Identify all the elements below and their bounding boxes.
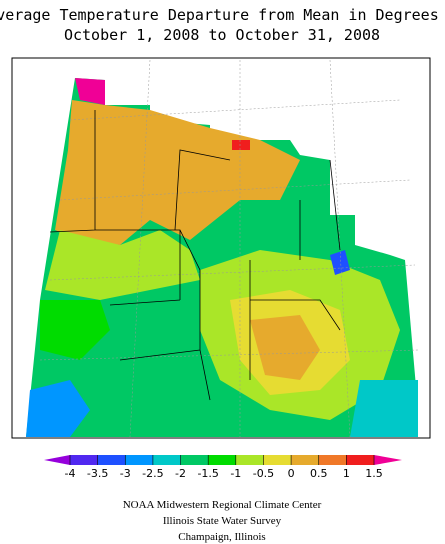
colorbar-label: -2.5	[142, 467, 163, 480]
subtitle: October 1, 2008 to October 31, 2008	[64, 26, 380, 44]
colorbar-swatch	[152, 455, 181, 465]
colorbar-label: -3.5	[87, 467, 108, 480]
colorbar-label: 0	[288, 467, 295, 480]
colorbar-end	[374, 455, 402, 465]
colorbar-swatch	[97, 455, 126, 465]
colorbar-swatch	[291, 455, 319, 465]
footer-line: Champaign, Illinois	[178, 531, 265, 543]
colorbar-label: -1	[230, 467, 241, 480]
map	[26, 59, 419, 438]
colorbar-swatch	[318, 455, 347, 465]
colorbar-label: 1	[343, 467, 350, 480]
colorbar-swatch	[180, 455, 209, 465]
colorbar-swatch	[263, 455, 292, 465]
footer-line: Illinois State Water Survey	[163, 515, 282, 527]
colorbar-label: -4	[65, 467, 76, 480]
title: Average Temperature Departure from Mean …	[0, 6, 445, 24]
colorbar-label: -0.5	[253, 467, 274, 480]
colorbar-swatch	[125, 455, 153, 465]
colorbar-end	[44, 455, 70, 465]
colorbar-label: 1.5	[365, 467, 383, 480]
colorbar-swatch	[70, 455, 98, 465]
colorbar: -4 -3.5 -3 -2.5 -2 -1.5 -1 -0.5 0 0.5 1 1.5	[44, 455, 402, 480]
footer-line: NOAA Midwestern Regional Climate Center	[123, 499, 322, 511]
colorbar-label: -3	[120, 467, 131, 480]
colorbar-label: -1.5	[197, 467, 218, 480]
colorbar-swatch	[235, 455, 264, 465]
colorbar-label: -2	[175, 467, 186, 480]
colorbar-label: 0.5	[310, 467, 328, 480]
colorbar-swatch	[346, 455, 374, 465]
colorbar-swatch	[208, 455, 236, 465]
